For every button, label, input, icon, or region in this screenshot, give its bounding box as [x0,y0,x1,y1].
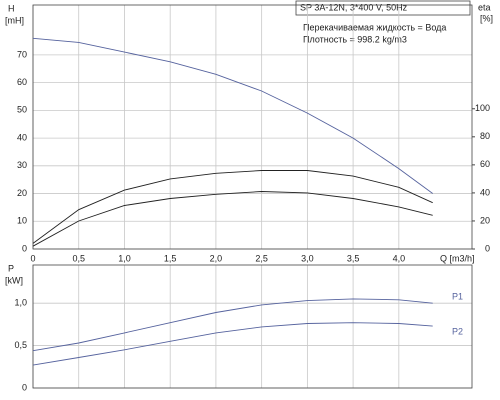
curve [32,170,433,244]
y-tick-label: 0,5 [14,340,27,350]
y2-tick-label: 0 [485,243,490,253]
x-tick-label: 1,0 [118,253,131,263]
y2-tick-label: 80 [480,131,490,141]
x-tick-label: 3,0 [301,253,314,263]
x-tick-label: 2,0 [210,253,223,263]
y-axis-label: H [8,3,15,13]
y2-tick-label: 60 [480,159,490,169]
curve [32,191,433,247]
chart-title: SP 3A-12N, 3*400 V, 50Hz [300,2,408,12]
y-tick-label: 50 [17,105,27,115]
y-tick-label: 20 [17,188,27,198]
y-tick-label: 0 [22,243,27,253]
y2-tick-label: 20 [480,215,490,225]
y-tick-label: 10 [17,216,27,226]
note: Перекачиваемая жидкость = Вода [303,22,446,32]
y-axis-unit: [mH] [5,15,24,25]
y-axis-unit: [kW] [5,275,23,285]
y-axis-label: P [8,263,14,273]
y2-tick-label: 40 [480,187,490,197]
title-box [295,0,471,16]
series-label: P1 [452,292,463,302]
curve [32,298,433,352]
y2-axis-unit: [%] [480,13,493,23]
y-tick-label: 60 [17,77,27,87]
plot-frame [32,264,473,389]
curve [32,37,433,194]
x-tick-label: 0 [30,253,35,263]
y-tick-label: 40 [17,132,27,142]
plot-frame [32,4,473,250]
curve [32,322,433,366]
note: Плотность = 998.2 kg/m3 [303,34,407,44]
y-tick-label: 0 [22,382,27,392]
x-tick-label: 3,5 [347,253,360,263]
series-label: P2 [452,326,463,336]
x-tick-label: 2,5 [255,253,268,263]
y2-axis-label: eta [478,2,491,12]
x-axis-label: Q [m3/h] [440,253,475,263]
y-tick-label: 70 [17,49,27,59]
y-tick-label: 1,0 [14,298,27,308]
x-tick-label: 1,5 [164,253,177,263]
y-tick-label: 30 [17,160,27,170]
x-tick-label: 4,0 [393,253,406,263]
x-tick-label: 0,5 [72,253,85,263]
y2-tick-label: 100 [475,103,490,113]
